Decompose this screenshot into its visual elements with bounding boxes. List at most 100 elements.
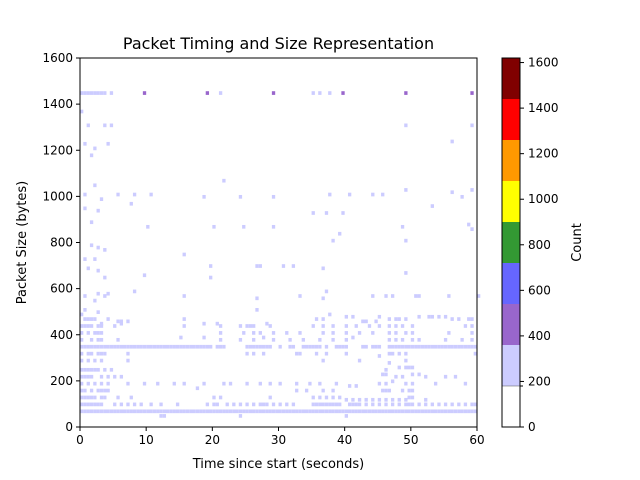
heatmap-cell — [447, 344, 451, 349]
heatmap-cell — [99, 337, 104, 342]
heatmap-cell — [149, 344, 153, 349]
heatmap-cell — [132, 409, 137, 414]
heatmap-cell — [232, 409, 236, 414]
heatmap-cell — [248, 324, 253, 328]
heatmap-cell — [377, 397, 382, 402]
y-axis-ticks: 0 200 400 600 800 1000 1200 1400 1600 — [42, 51, 80, 434]
heatmap-cell — [414, 409, 418, 414]
heatmap-cell — [338, 231, 342, 236]
heatmap-cell — [318, 344, 322, 349]
heatmap-cell — [255, 308, 259, 312]
heatmap-cell — [255, 409, 259, 414]
heatmap-cell — [96, 409, 100, 414]
heatmap-cell — [83, 409, 87, 414]
heatmap-cell — [400, 388, 405, 393]
heatmap-cell — [123, 409, 127, 414]
heatmap-cell — [457, 409, 461, 414]
heatmap-cell — [93, 358, 97, 363]
heatmap-cell — [136, 344, 140, 349]
heatmap-cell — [99, 381, 104, 386]
heatmap-cell — [357, 331, 362, 335]
heatmap-cell — [351, 397, 355, 402]
heatmap-cell — [334, 344, 339, 349]
y-tick-label: 1000 — [42, 189, 73, 203]
heatmap-cell — [80, 337, 84, 342]
colorbar-segment — [502, 99, 520, 140]
heatmap-cell — [404, 397, 408, 402]
heatmap-cell — [218, 395, 223, 400]
heatmap-cell — [381, 409, 385, 414]
heatmap-cell — [248, 409, 253, 414]
heatmap-cell — [377, 324, 382, 328]
heatmap-cell — [390, 294, 395, 298]
heatmap-cell — [470, 91, 474, 95]
heatmap-cell — [185, 409, 190, 414]
heatmap-cell — [397, 365, 401, 370]
heatmap-cell — [93, 395, 97, 400]
heatmap-cell — [268, 344, 272, 349]
heatmap-cell — [86, 374, 90, 379]
heatmap-cell — [331, 324, 335, 328]
heatmap-cell — [113, 324, 117, 328]
heatmap-cells — [80, 91, 481, 418]
heatmap-cell — [83, 388, 87, 393]
heatmap-cell — [394, 331, 398, 335]
heatmap-cell — [159, 344, 163, 349]
heatmap-cell — [351, 314, 355, 319]
heatmap-cell — [374, 319, 378, 324]
heatmap-cell — [139, 409, 143, 414]
heatmap-cell — [119, 321, 124, 326]
heatmap-cell — [93, 409, 97, 414]
heatmap-cell — [341, 344, 345, 349]
heatmap-cell — [364, 344, 368, 349]
heatmap-cell — [106, 291, 110, 296]
heatmap-cell — [420, 409, 425, 414]
heatmap-cell — [99, 409, 104, 414]
heatmap-cell — [89, 409, 94, 414]
heatmap-cell — [132, 192, 137, 197]
heatmap-cell — [281, 409, 286, 414]
heatmap-cell — [215, 344, 219, 349]
heatmap-cell — [324, 395, 329, 400]
heatmap-cell — [146, 409, 150, 414]
heatmap-cell — [311, 211, 315, 215]
heatmap-cell — [212, 395, 216, 400]
heatmap-cell — [344, 351, 348, 356]
heatmap-cell — [351, 402, 355, 407]
heatmap-cell — [245, 402, 249, 407]
heatmap-cell — [83, 324, 87, 328]
heatmap-cell — [437, 314, 441, 319]
heatmap-cell — [473, 402, 477, 407]
colorbar-ticks: 0 200 400 600 800 1000 1200 1400 1600 — [520, 56, 559, 434]
heatmap-cell — [437, 344, 441, 349]
heatmap-cell — [238, 409, 243, 414]
heatmap-cell — [410, 402, 415, 407]
heatmap-cell — [238, 402, 243, 407]
heatmap-cell — [298, 351, 302, 356]
heatmap-cell — [377, 409, 382, 414]
heatmap-cell — [414, 344, 418, 349]
heatmap-cell — [344, 337, 348, 342]
heatmap-cell — [371, 331, 375, 335]
heatmap-cell — [410, 372, 415, 377]
heatmap-cell — [99, 324, 104, 328]
heatmap-cell — [209, 409, 213, 414]
heatmap-cell — [351, 409, 355, 414]
heatmap-cell — [99, 402, 104, 407]
heatmap-cell — [463, 344, 468, 349]
heatmap-cell — [470, 227, 474, 231]
heatmap-cell — [89, 367, 94, 372]
heatmap-cell — [394, 337, 398, 342]
heatmap-cell — [156, 344, 160, 349]
heatmap-cell — [80, 367, 84, 372]
heatmap-cell — [470, 337, 474, 342]
heatmap-cell — [109, 344, 114, 349]
heatmap-cell — [460, 344, 464, 349]
heatmap-cell — [344, 331, 348, 335]
heatmap-cell — [222, 381, 226, 386]
heatmap-cell — [83, 402, 87, 407]
heatmap-cell — [275, 409, 279, 414]
heatmap-cell — [417, 314, 421, 319]
heatmap-cell — [268, 324, 272, 328]
heatmap-cell — [371, 397, 375, 402]
